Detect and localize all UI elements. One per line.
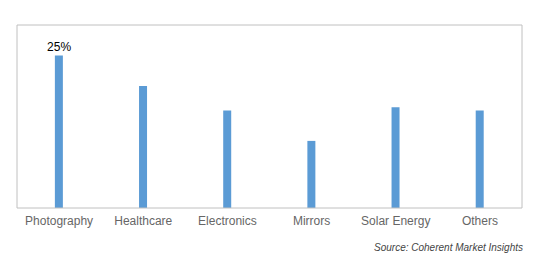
svg-text:Solar Energy: Solar Energy (361, 214, 430, 228)
svg-text:Others: Others (462, 214, 498, 228)
svg-text:25%: 25% (47, 40, 71, 54)
svg-text:Electronics: Electronics (198, 214, 257, 228)
html-text:Source: Coherent Market Insigh: Source: Coherent Market Insights (374, 242, 523, 253)
svg-text:Mirrors: Mirrors (293, 214, 330, 228)
svg-text:Photography: Photography (25, 214, 93, 228)
svg-text:Healthcare: Healthcare (114, 214, 172, 228)
